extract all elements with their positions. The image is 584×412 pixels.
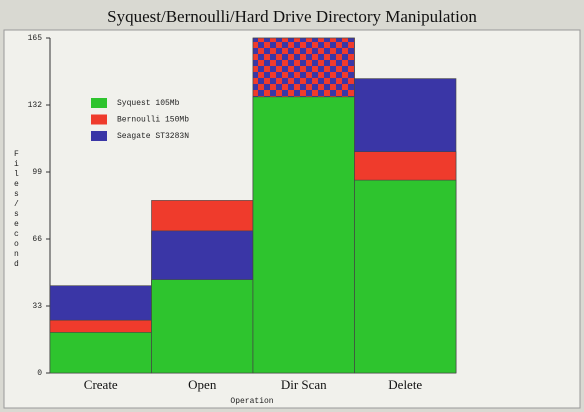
y-tick-label: 66 — [32, 235, 42, 244]
y-tick-label: 0 — [37, 369, 42, 378]
legend-label: Syquest 105Mb — [117, 99, 180, 108]
y-tick-label: 33 — [32, 302, 42, 311]
legend-label: Seagate ST3283N — [117, 132, 189, 141]
x-tick-label: Delete — [388, 377, 422, 392]
legend-swatch — [91, 131, 107, 141]
y-tick-label: 99 — [32, 168, 42, 177]
chart-title: Syquest/Bernoulli/Hard Drive Directory M… — [107, 7, 477, 26]
legend-label: Bernoulli 150Mb — [117, 116, 189, 125]
bar — [354, 179, 457, 374]
y-tick-label: 165 — [28, 34, 43, 43]
x-tick-label: Open — [188, 377, 217, 392]
bar — [151, 279, 254, 374]
y-axis-label: Files/second — [12, 150, 21, 270]
bar — [252, 96, 355, 374]
bar — [49, 332, 152, 374]
legend-swatch — [91, 98, 107, 108]
y-tick-label: 132 — [28, 101, 43, 110]
x-axis-label: Operation — [230, 397, 273, 406]
x-tick-label: Create — [84, 377, 118, 392]
x-tick-label: Dir Scan — [281, 377, 327, 392]
legend-swatch — [91, 114, 107, 125]
plot: 0 33 66 99 132 165 Create Open Dir Scan Delete Syq… — [28, 34, 457, 392]
